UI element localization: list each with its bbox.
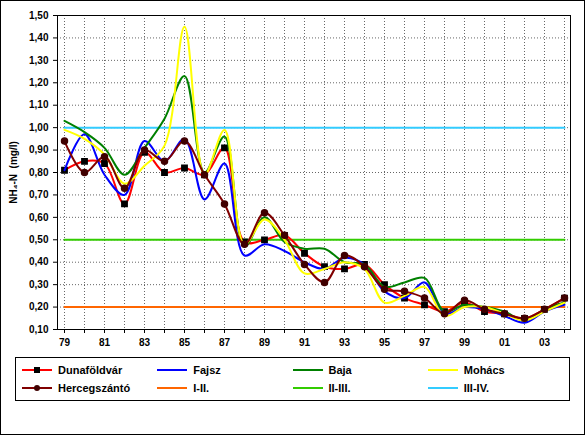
svg-text:0,30: 0,30 <box>29 279 49 290</box>
svg-text:03: 03 <box>539 337 551 348</box>
svg-text:97: 97 <box>419 337 431 348</box>
svg-text:83: 83 <box>139 337 151 348</box>
svg-text:1,50: 1,50 <box>29 10 49 21</box>
svg-text:01: 01 <box>499 337 511 348</box>
svg-text:0,50: 0,50 <box>29 234 49 245</box>
svg-text:87: 87 <box>219 337 231 348</box>
svg-text:1,20: 1,20 <box>29 77 49 88</box>
html-text:Baja: Baja <box>328 364 352 376</box>
svg-text:95: 95 <box>379 337 391 348</box>
svg-text:1,00: 1,00 <box>29 122 49 133</box>
html-text:III-IV.: III-IV. <box>463 382 489 394</box>
svg-text:1,40: 1,40 <box>29 32 49 43</box>
svg-text:1,30: 1,30 <box>29 55 49 66</box>
html-text:Hercegszántó: Hercegszántó <box>58 382 131 394</box>
svg-text:NH₄-N (mg/l): NH₄-N (mg/l) <box>8 141 19 204</box>
svg-text:85: 85 <box>179 337 191 348</box>
html-text:Mohács: Mohács <box>463 364 505 376</box>
html-text:II-III.: II-III. <box>328 382 351 394</box>
svg-text:0,70: 0,70 <box>29 189 49 200</box>
svg-text:0,10: 0,10 <box>29 324 49 335</box>
svg-text:93: 93 <box>339 337 351 348</box>
svg-text:1,10: 1,10 <box>29 99 49 110</box>
svg-text:81: 81 <box>99 337 111 348</box>
svg-text:91: 91 <box>299 337 311 348</box>
svg-text:99: 99 <box>459 337 471 348</box>
svg-text:0,90: 0,90 <box>29 144 49 155</box>
svg-text:89: 89 <box>259 337 271 348</box>
svg-text:79: 79 <box>59 337 71 348</box>
html-text:Dunaföldvár: Dunaföldvár <box>58 364 123 376</box>
html-text:Fajsz: Fajsz <box>193 364 221 376</box>
svg-text:0,60: 0,60 <box>29 212 49 223</box>
html-text:I-II.: I-II. <box>193 382 210 394</box>
svg-text:0,80: 0,80 <box>29 167 49 178</box>
svg-text:0,40: 0,40 <box>29 256 49 267</box>
svg-text:0,20: 0,20 <box>29 301 49 312</box>
